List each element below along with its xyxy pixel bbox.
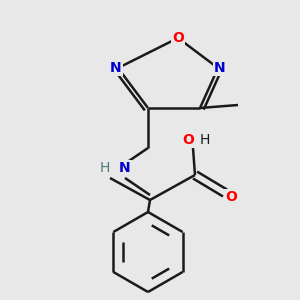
Text: O: O <box>182 133 194 147</box>
Text: H: H <box>100 161 110 175</box>
Text: H: H <box>200 133 210 147</box>
Text: N: N <box>119 161 131 175</box>
Text: O: O <box>225 190 237 204</box>
Text: N: N <box>110 61 122 75</box>
Text: N: N <box>214 61 226 75</box>
Text: O: O <box>172 31 184 45</box>
